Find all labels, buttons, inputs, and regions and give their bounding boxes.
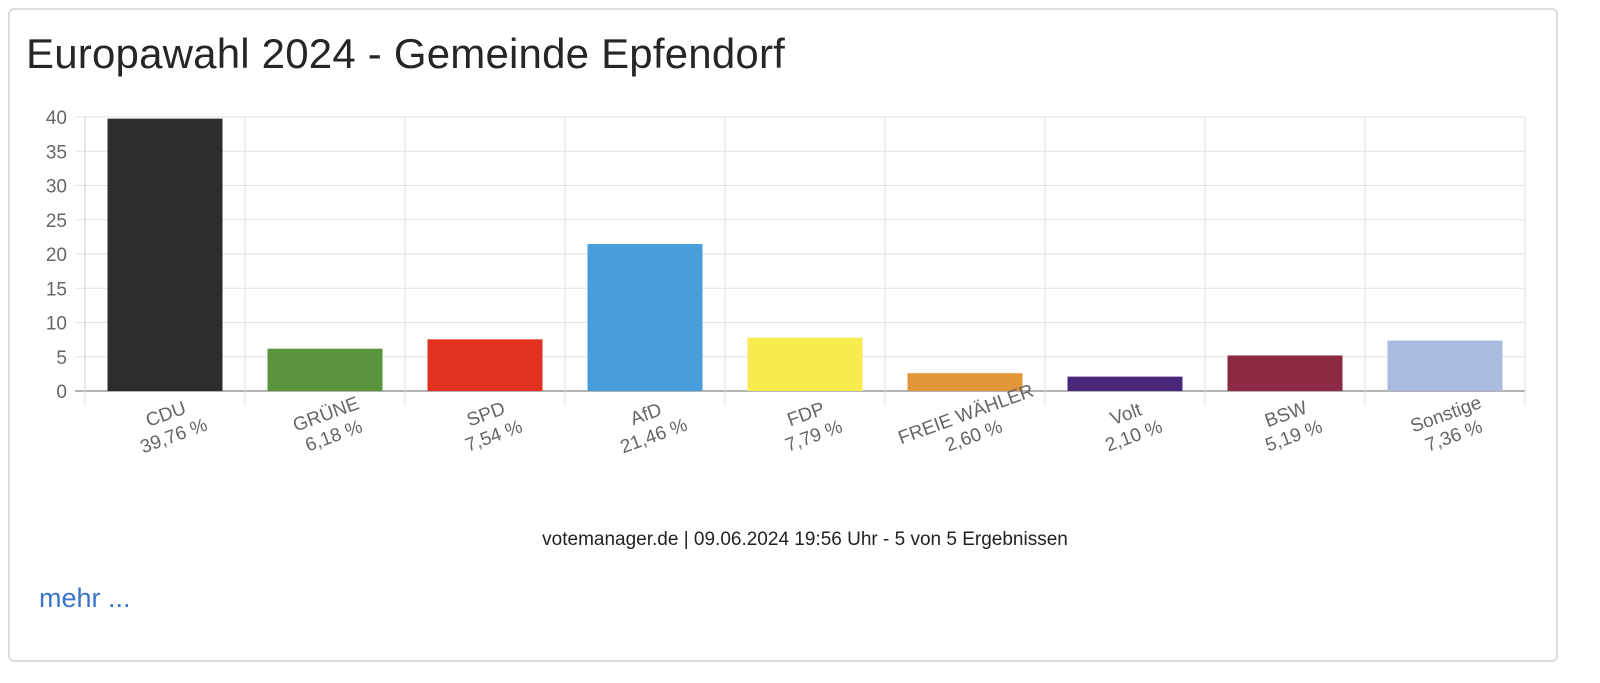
bar-fdp[interactable] bbox=[747, 337, 863, 391]
y-tick-label: 5 bbox=[56, 348, 67, 369]
y-tick-label: 15 bbox=[46, 279, 67, 300]
bar-spd[interactable] bbox=[427, 339, 543, 391]
bar-freie-wähler[interactable] bbox=[907, 373, 1023, 391]
bar-afd[interactable] bbox=[587, 243, 703, 391]
source-caption: votemanager.de | 09.06.2024 19:56 Uhr - … bbox=[542, 529, 1068, 550]
y-tick-label: 30 bbox=[46, 177, 67, 198]
bar-sonstige[interactable] bbox=[1387, 340, 1503, 391]
y-tick-label: 20 bbox=[46, 245, 67, 266]
y-axis-ticks: 0 5 10 15 20 25 30 35 40 bbox=[46, 108, 67, 403]
chart-grid bbox=[75, 116, 1526, 406]
chart-bars bbox=[107, 118, 1503, 392]
y-tick-label: 25 bbox=[46, 211, 67, 232]
y-tick-label: 10 bbox=[46, 314, 67, 335]
bar-volt[interactable] bbox=[1067, 376, 1183, 391]
bar-grüne[interactable] bbox=[267, 348, 383, 391]
page-title: Europawahl 2024 - Gemeinde Epfendorf bbox=[26, 30, 786, 77]
y-tick-label: 40 bbox=[46, 108, 67, 129]
y-tick-label: 35 bbox=[46, 142, 67, 163]
more-link[interactable]: mehr ... bbox=[39, 583, 131, 613]
bar-bsw[interactable] bbox=[1227, 355, 1343, 391]
y-tick-label: 0 bbox=[56, 382, 67, 403]
bar-cdu[interactable] bbox=[107, 118, 223, 392]
